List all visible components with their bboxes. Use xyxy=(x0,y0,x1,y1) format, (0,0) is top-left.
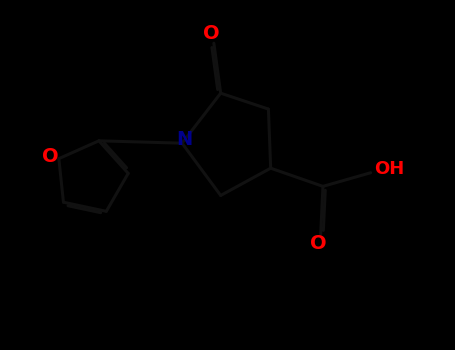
Text: OH: OH xyxy=(374,160,404,178)
Text: O: O xyxy=(203,24,220,43)
Text: O: O xyxy=(310,234,327,253)
Text: N: N xyxy=(176,130,192,149)
Text: O: O xyxy=(42,147,59,166)
